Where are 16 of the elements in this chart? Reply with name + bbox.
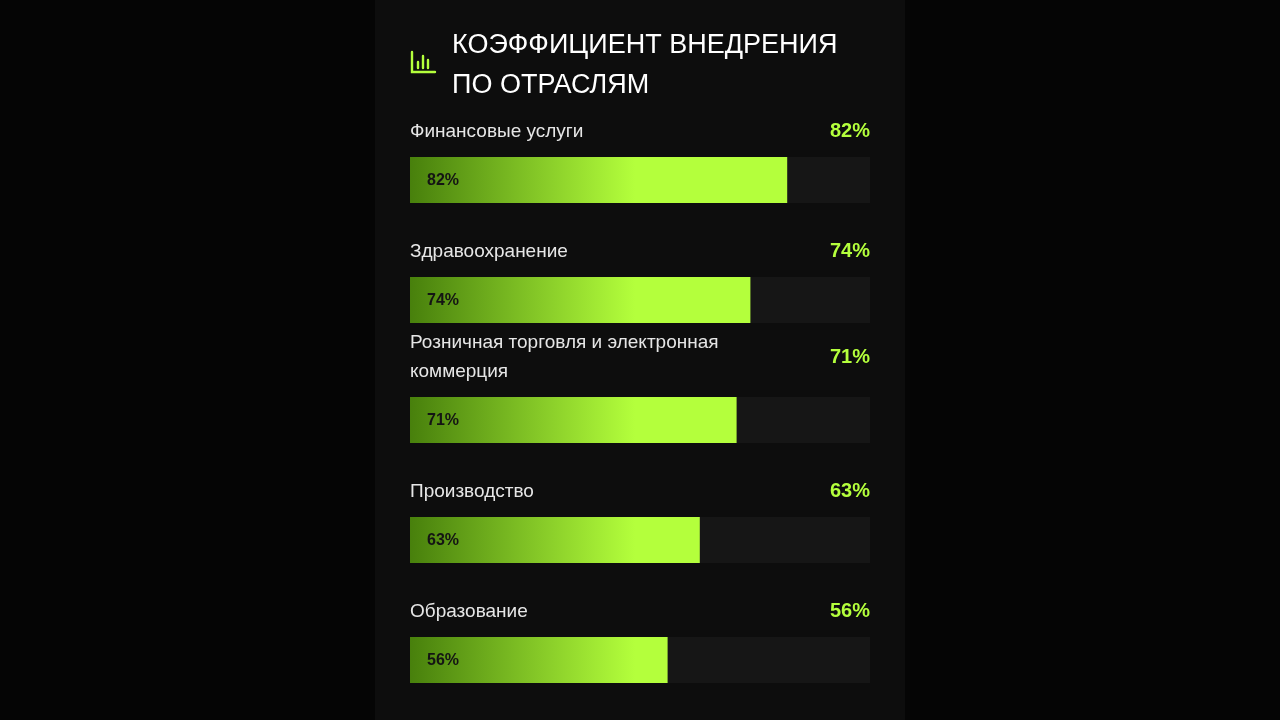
data-label: 56% xyxy=(427,651,460,669)
data-label: 74% xyxy=(427,291,460,309)
y-tick-label: Здравоохранение xyxy=(410,240,568,262)
text: 71% xyxy=(829,344,870,367)
text: 63% xyxy=(829,479,870,502)
text: 56% xyxy=(829,599,870,622)
data-label: 71% xyxy=(427,411,460,429)
data-label: 63% xyxy=(427,531,460,549)
y-tick-label: Розничная торговля и электронная коммерция xyxy=(410,331,719,382)
y-tick-label: Производство xyxy=(410,480,534,502)
chart-title: КОЭФФИЦИЕНТ ВНЕДРЕНИЯ ПО ОТРАСЛЯМ xyxy=(452,28,839,101)
text: 82% xyxy=(829,119,870,142)
data-label: 82% xyxy=(427,171,460,189)
y-tick-label: Образование xyxy=(410,600,528,622)
text: 74% xyxy=(829,239,870,262)
y-tick-label: Финансовые услуги xyxy=(410,120,584,142)
